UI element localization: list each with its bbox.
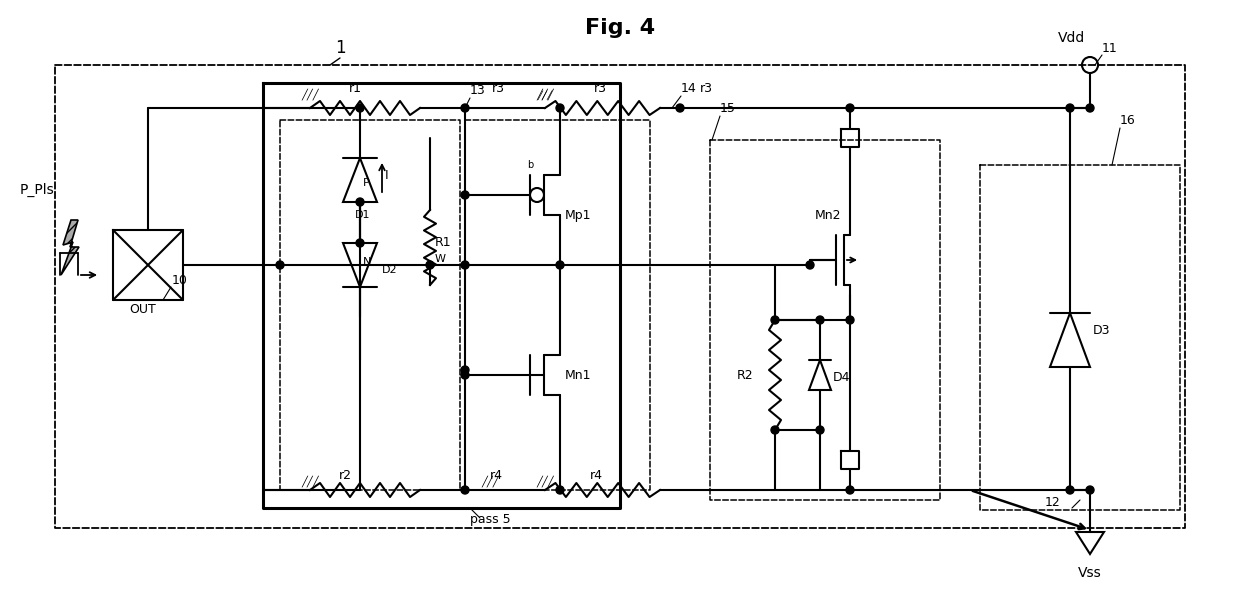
Text: 11: 11 [1102,41,1117,54]
Circle shape [676,104,684,112]
Circle shape [461,371,469,379]
Text: r4: r4 [590,468,603,481]
Text: ╱╱╱: ╱╱╱ [481,475,498,487]
Text: 14: 14 [681,82,697,95]
Text: 15: 15 [720,101,735,114]
Circle shape [556,261,564,269]
Text: ╱╱╱: ╱╱╱ [536,475,554,487]
Circle shape [1066,486,1074,494]
Text: r3: r3 [701,82,713,95]
Circle shape [816,426,825,434]
Text: W: W [435,254,446,264]
Text: Mp1: Mp1 [565,208,591,221]
Circle shape [427,261,434,269]
Circle shape [556,486,564,494]
Text: Mn1: Mn1 [565,368,591,381]
Text: ╱╱╱: ╱╱╱ [301,475,319,487]
Text: D4: D4 [833,371,851,384]
Circle shape [461,366,469,374]
Text: ╱╱╱: ╱╱╱ [537,91,553,99]
Text: D1: D1 [355,210,371,220]
Text: 12: 12 [1044,496,1060,509]
Circle shape [771,316,779,324]
Circle shape [1086,104,1094,112]
Circle shape [1086,486,1094,494]
Text: I: I [384,169,388,182]
Text: D3: D3 [1092,323,1111,336]
Text: pass 5: pass 5 [470,513,511,526]
Circle shape [356,239,365,247]
Text: R1: R1 [435,236,451,249]
Circle shape [356,104,365,112]
Circle shape [277,261,284,269]
Text: N: N [363,257,371,267]
Text: r2: r2 [339,468,351,481]
Text: D2: D2 [382,265,398,275]
Circle shape [556,104,564,112]
Circle shape [846,104,854,112]
Text: Fig. 4: Fig. 4 [585,18,655,38]
Polygon shape [61,220,79,275]
Circle shape [461,261,469,269]
Circle shape [356,198,365,206]
Text: P: P [363,178,370,188]
Text: OUT: OUT [130,303,156,316]
Text: 16: 16 [1120,114,1136,127]
Text: ╱╱╱: ╱╱╱ [301,88,319,100]
Text: R2: R2 [737,368,753,381]
Circle shape [461,104,469,112]
Text: ╱╱╱: ╱╱╱ [536,88,554,100]
Circle shape [846,316,854,324]
Circle shape [461,191,469,199]
Text: r4: r4 [490,468,503,481]
Text: P_Pls: P_Pls [20,183,55,197]
Text: b: b [527,160,533,170]
Circle shape [771,426,779,434]
Circle shape [846,486,854,494]
Text: 13: 13 [470,83,486,96]
Text: r3: r3 [492,82,505,95]
Text: Vdd: Vdd [1058,31,1085,45]
Text: r3: r3 [594,82,606,95]
Text: Mn2: Mn2 [815,208,842,221]
Text: 10: 10 [172,274,188,287]
Text: Vss: Vss [1078,566,1102,580]
Circle shape [816,316,825,324]
Circle shape [461,486,469,494]
Text: r1: r1 [348,82,362,95]
Circle shape [806,261,813,269]
Circle shape [1066,104,1074,112]
Text: 1: 1 [335,39,345,57]
